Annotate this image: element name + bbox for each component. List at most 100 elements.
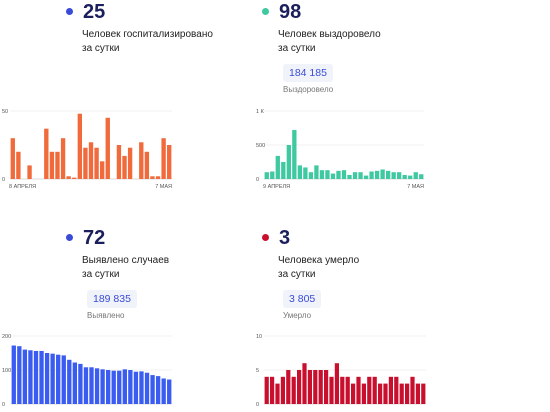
bar (415, 383, 421, 404)
bar (413, 172, 418, 179)
total-badge-row: 3 805 (283, 289, 462, 309)
bar (49, 151, 55, 179)
card-label-line2: за сутки (278, 269, 316, 280)
chart-detected: 200 100 0 (2, 334, 172, 408)
bar (281, 162, 286, 179)
bullet-dot-icon (262, 233, 269, 241)
daily-count: 3 (279, 227, 291, 249)
bar (122, 155, 127, 179)
bar (291, 376, 296, 404)
bar (356, 376, 361, 404)
chart-recovered: 1 К 500 0 9 АПРЕЛЯ 7 МАЯ (256, 109, 424, 190)
bar (270, 171, 275, 179)
bar (78, 363, 83, 404)
bullet-dot-icon (66, 233, 73, 241)
card-header: 98 (262, 0, 462, 24)
bar (408, 175, 413, 179)
bar (27, 165, 32, 179)
bar (341, 170, 347, 179)
bar (340, 376, 345, 404)
card-label-line1: Человек госпитализировано (82, 29, 213, 40)
bar (308, 172, 314, 179)
y-tick-label: 0 (2, 177, 5, 183)
bar (56, 354, 61, 404)
bar (307, 370, 313, 404)
bar (139, 142, 144, 179)
bar (358, 172, 363, 179)
bar (127, 147, 133, 179)
bar (88, 142, 94, 179)
bar (100, 369, 105, 404)
bar (345, 376, 350, 404)
bullet-dot-icon (66, 7, 73, 15)
bar (402, 174, 407, 179)
bar (286, 145, 291, 179)
bar (388, 376, 394, 404)
bar (155, 376, 161, 404)
bar (61, 355, 66, 404)
card-header: 72 (66, 226, 266, 250)
card-label-line2: за сутки (82, 43, 120, 54)
bar (133, 371, 139, 404)
card-label: Человек выздоровело за сутки (278, 28, 462, 56)
total-badge-row: 184 185 (283, 63, 462, 83)
total-value-badge: 189 835 (87, 290, 137, 308)
bar (367, 376, 372, 404)
bar (275, 383, 280, 404)
bar (275, 155, 280, 179)
bar (325, 170, 330, 179)
card-header: 25 (66, 0, 266, 24)
bar (128, 370, 133, 404)
bar (99, 161, 105, 179)
bar (150, 375, 155, 404)
bullet-dot-icon (262, 7, 269, 15)
daily-count: 25 (83, 1, 106, 23)
bar (397, 172, 402, 179)
y-tick-label: 100 (2, 368, 11, 374)
card-recovered: 98 Человек выздоровело за сутки 184 185 … (256, 0, 462, 190)
bar (347, 174, 352, 179)
card-label-line1: Человека умерло (278, 255, 360, 266)
bar (28, 350, 33, 404)
bar (17, 346, 22, 404)
bar (44, 353, 50, 404)
card-label: Человек госпитализировано за сутки (82, 28, 266, 56)
bar (67, 359, 72, 404)
bar (380, 169, 385, 179)
bar (313, 370, 318, 404)
bar (350, 383, 356, 404)
bar (16, 151, 21, 179)
bar (22, 349, 28, 404)
bar (269, 376, 275, 404)
bar (303, 167, 308, 179)
bar (318, 370, 323, 404)
bar (167, 379, 172, 404)
bar (105, 370, 111, 404)
bar (33, 350, 39, 404)
bar (77, 113, 83, 179)
bar (72, 177, 77, 179)
bar (117, 370, 122, 404)
y-tick-label: 0 (2, 402, 5, 408)
bar (264, 172, 269, 179)
card-label: Человека умерло за сутки (278, 254, 462, 282)
y-tick-label: 0 (256, 402, 259, 408)
card-detected: 72 Выявлено случаев за сутки 189 835 Выя… (2, 226, 266, 408)
bar (383, 383, 388, 404)
x-start-label: 9 АПРЕЛЯ (263, 184, 290, 190)
bar (44, 128, 49, 179)
card-header: 3 (262, 226, 462, 250)
y-tick-label: 10 (256, 334, 262, 340)
bar (296, 370, 302, 404)
bar (10, 138, 15, 179)
bar (264, 376, 269, 404)
bar (369, 171, 374, 179)
chart-hospitalized: 50 0 8 АПРЕЛЯ 7 МАЯ (2, 109, 172, 190)
chart-deaths: 10 5 0 (256, 334, 426, 408)
x-start-label: 8 АПРЕЛЯ (9, 184, 36, 190)
bar (286, 370, 291, 404)
bar (280, 376, 286, 404)
bar (116, 145, 122, 179)
bar (94, 147, 99, 179)
y-tick-label: 0 (256, 177, 259, 183)
